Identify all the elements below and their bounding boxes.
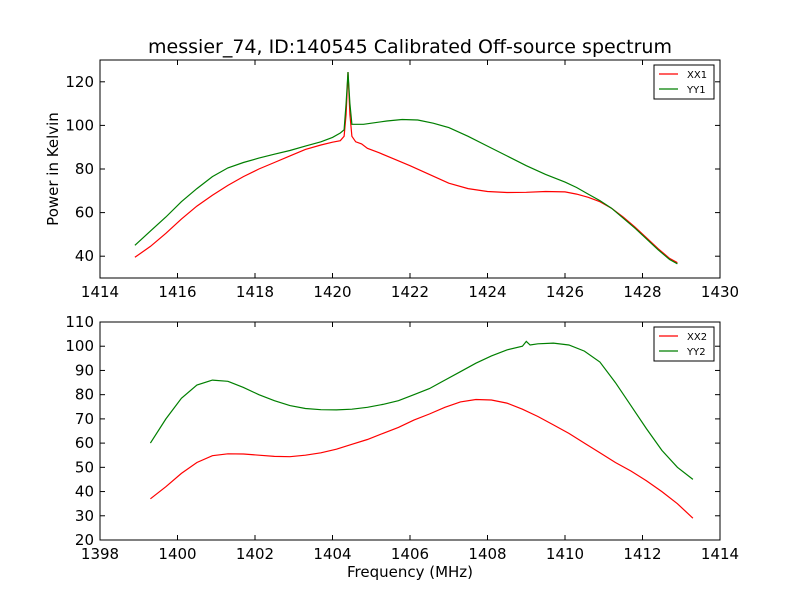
series-line-xx1	[134, 71, 678, 264]
x-tick-label: 1404	[313, 545, 351, 563]
x-tick-label: 1426	[546, 283, 584, 301]
x-tick-label: 1406	[391, 545, 429, 563]
y-tick-label: 60	[75, 204, 94, 222]
y-tick-label: 30	[75, 507, 94, 525]
x-tick-label: 1418	[236, 283, 274, 301]
x-tick-label: 1414	[81, 283, 119, 301]
x-tick-label: 1428	[623, 283, 661, 301]
legend-box	[653, 64, 715, 100]
y-tick-label: 40	[75, 247, 94, 265]
y-axis-label: Power in Kelvin	[44, 112, 62, 226]
x-tick-label: 1416	[158, 283, 196, 301]
legend-label-yy2: YY2	[686, 347, 706, 358]
chart-title: messier_74, ID:140545 Calibrated Off-sou…	[148, 36, 672, 58]
x-tick-label: 1422	[391, 283, 429, 301]
y-tick-label: 40	[75, 483, 94, 501]
legend-label-xx2: XX2	[687, 332, 707, 343]
x-tick-label: 1400	[158, 545, 196, 563]
x-tick-label: 1398	[81, 545, 119, 563]
top-panel: 1414 1416 1418 1420 1422 1424 1426 1428 1430 40 60…	[44, 59, 739, 301]
series-line-yy2	[149, 340, 694, 480]
y-tick-label: 50	[75, 458, 94, 476]
x-tick-label: 1412	[623, 545, 661, 563]
y-tick-label: 20	[75, 531, 94, 549]
legend-label-xx1: XX1	[687, 70, 707, 81]
y-tick-label: 120	[65, 73, 94, 91]
y-tick-label: 110	[65, 313, 94, 331]
bottom-panel: 1398 1400 1402 1404 1406 1408 1410 1412 1414 20 30…	[65, 313, 739, 581]
y-tick-label: 60	[75, 434, 94, 452]
y-tick-label: 100	[65, 116, 94, 134]
x-tick-label: 1402	[236, 545, 274, 563]
legend-label-yy1: YY1	[686, 85, 706, 96]
y-tick-label: 70	[75, 410, 94, 428]
x-tick-label: 1430	[701, 283, 739, 301]
x-tick-label: 1424	[468, 283, 506, 301]
x-axis-label: Frequency (MHz)	[347, 563, 473, 581]
y-tick-label: 80	[75, 160, 94, 178]
legend-box	[653, 326, 715, 362]
x-tick-label: 1410	[546, 545, 584, 563]
x-tick-label: 1408	[468, 545, 506, 563]
x-tick-label: 1414	[701, 545, 739, 563]
x-tick-label: 1420	[313, 283, 351, 301]
series-line-yy1	[134, 71, 678, 265]
series-line-xx2	[150, 398, 694, 519]
y-tick-label: 100	[65, 337, 94, 355]
y-tick-label: 80	[75, 386, 94, 404]
y-tick-label: 90	[75, 361, 94, 379]
